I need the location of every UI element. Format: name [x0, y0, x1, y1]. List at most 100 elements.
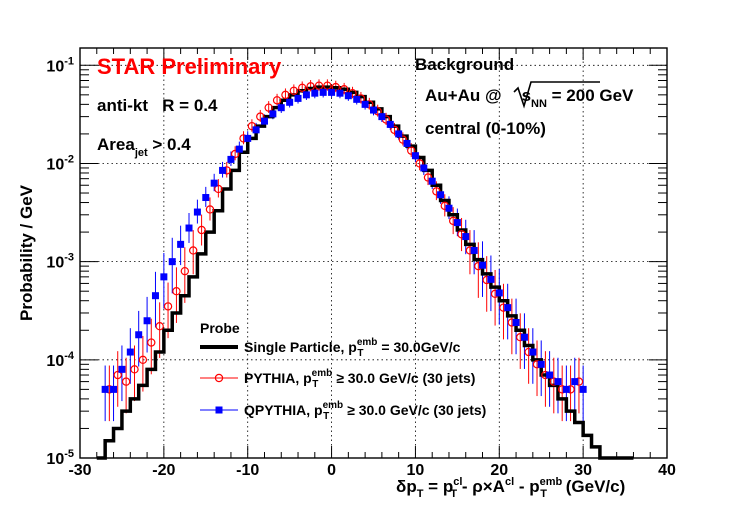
qpythia-point: [110, 385, 118, 393]
qpythia-point: [495, 289, 503, 297]
pythia-point: [130, 365, 139, 374]
qpythia-point: [537, 360, 545, 368]
pythia-point: [289, 86, 299, 95]
qpythia-point: [277, 104, 285, 112]
qpythia-point: [386, 120, 394, 128]
pythia-point: [415, 159, 424, 168]
pythia-point: [189, 246, 198, 255]
qpythia-point: [244, 134, 252, 142]
legend-marker-pythia: [214, 373, 224, 383]
qpythia-point: [302, 91, 310, 99]
pythia-point: [113, 370, 122, 380]
qpythia-point: [269, 110, 277, 118]
pythia-point: [423, 173, 433, 182]
qpythia-point: [151, 292, 159, 300]
legend-entry-pythia: PYTHIA, pemb T ≥ 30.0 GeV/c (30 jets): [200, 368, 475, 390]
y-tick-label: 10-3: [46, 252, 74, 272]
qpythia-point: [227, 155, 235, 163]
qpythia-point: [504, 304, 512, 312]
qpythia-point: [143, 317, 151, 325]
qpythia-point: [411, 152, 419, 160]
qpythia-point: [135, 331, 143, 339]
series-layer: [96, 79, 634, 460]
qpythia-point: [395, 130, 403, 138]
pythia-point: [339, 85, 349, 94]
legend: Probe Single Particle, pemb T = 30.0GeV/c…: [200, 320, 486, 422]
qpythia-point: [512, 318, 520, 326]
centrality-label: central (0-10%): [425, 119, 546, 138]
y-tick-label: 10-5: [46, 448, 74, 468]
qpythia-point: [562, 385, 570, 393]
pythia-point: [306, 82, 315, 91]
qpythia-point: [202, 194, 210, 202]
qpythia-point: [403, 139, 411, 147]
qpythia-point: [370, 106, 377, 114]
legend-label-qpythia: QPYTHIA, pemb T ≥ 30.0 GeV/c (30 jets): [244, 400, 486, 422]
pythia-point: [180, 266, 190, 276]
x-tick-label: -10: [236, 462, 259, 479]
x-tick-label: 30: [574, 462, 592, 479]
pythia-point: [155, 322, 164, 331]
qpythia-point: [353, 95, 361, 103]
pythia-point: [197, 225, 206, 235]
x-axis-label: δpT = pcl T - ρ×Acl - pemb T (GeV/c): [396, 476, 625, 500]
pythia-point: [264, 103, 273, 112]
pythia-point: [147, 338, 156, 347]
qpythia-point: [294, 94, 302, 102]
qpythia-point: [210, 179, 218, 187]
qpythia-point: [470, 246, 478, 254]
legend-label-pythia: PYTHIA, pemb T ≥ 30.0 GeV/c (30 jets): [244, 368, 475, 390]
y-tick-label: 10-4: [46, 350, 74, 370]
qpythia-point: [520, 333, 528, 341]
qpythia-point: [529, 348, 537, 356]
legend-label-single-particle: Single Particle, pemb T = 30.0GeV/c: [244, 337, 461, 359]
qpythia-point: [328, 88, 336, 96]
pythia-point: [205, 205, 215, 214]
qpythia-point: [453, 219, 461, 227]
pythia-point: [230, 149, 240, 159]
qpythia-point: [252, 126, 260, 134]
qpythia-point: [126, 348, 134, 356]
qpythia-point: [118, 365, 126, 373]
qpythia-point: [319, 88, 327, 96]
x-tick-label: 10: [407, 462, 425, 479]
grid: [80, 48, 667, 458]
pythia-point: [138, 355, 148, 365]
pythia-point: [281, 90, 290, 100]
qpythia-point: [579, 385, 587, 393]
legend-marker-qpythia: [215, 406, 223, 414]
pythia-point: [323, 81, 332, 90]
legend-entry-single-particle: Single Particle, pemb T = 30.0GeV/c: [200, 337, 461, 359]
pythia-point: [172, 286, 181, 296]
qpythia-point: [437, 191, 445, 199]
pythia-point: [398, 135, 408, 144]
pythia-point: [163, 302, 173, 311]
qpythia-point: [336, 89, 344, 97]
y-axis-label: Probability / GeV: [17, 184, 36, 321]
qpythia-point: [428, 177, 436, 185]
star-preliminary-label: STAR Preliminary: [97, 54, 282, 79]
qpythia-point: [235, 145, 243, 153]
qpythia-point: [185, 224, 193, 232]
legend-title: Probe: [200, 320, 240, 336]
qpythia-point: [344, 92, 352, 100]
pythia-point: [298, 83, 307, 92]
pythia-point: [390, 125, 399, 135]
qpythia-point: [160, 273, 168, 281]
qpythia-point: [546, 371, 554, 379]
pythia-point: [214, 184, 223, 194]
pythia-point: [272, 96, 282, 105]
qpythia-point: [286, 98, 294, 106]
qpythia-point: [445, 204, 453, 212]
pythia-point: [331, 82, 340, 92]
x-tick-label: -30: [68, 462, 91, 479]
x-tick-label: -20: [152, 462, 175, 479]
qpythia-point: [479, 261, 487, 269]
area-cut-label: Areajet > 0.4: [97, 135, 191, 159]
qpythia-point: [420, 164, 428, 172]
qpythia-point: [219, 166, 227, 174]
legend-entry-qpythia: QPYTHIA, pemb T ≥ 30.0 GeV/c (30 jets): [200, 400, 486, 422]
axes: -30 -20 -10 0 10 20 30 40 10-5 10-4 10-3 10-2 10-1: [46, 48, 676, 479]
qpythia-point: [487, 275, 495, 283]
